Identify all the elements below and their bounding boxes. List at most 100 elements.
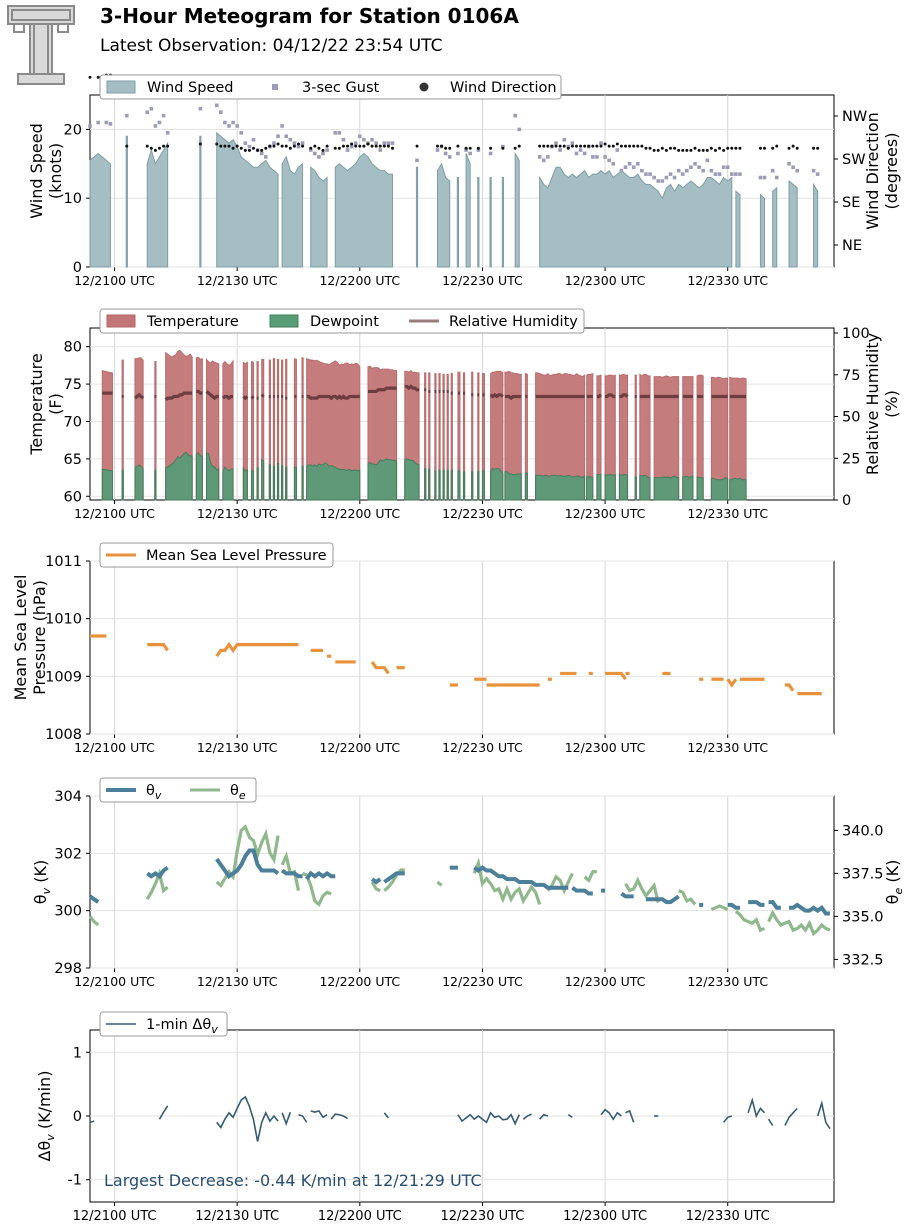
gust-marker xyxy=(656,179,661,183)
delta-theta-v-line xyxy=(310,1109,328,1119)
gust-marker xyxy=(685,168,689,173)
wind-speed-area xyxy=(465,153,471,268)
rh-tick-label: 0 xyxy=(842,493,851,509)
mslp-legend-box xyxy=(99,542,334,568)
wind-direction-marker xyxy=(313,144,317,148)
dewpoint-area xyxy=(165,451,193,501)
dewpoint-area xyxy=(134,464,144,501)
gust-marker xyxy=(693,162,697,166)
thermo-legend-patch xyxy=(106,314,136,328)
dewpoint-area xyxy=(250,470,255,501)
gust-marker xyxy=(513,113,517,118)
theta-panel-y-tick-label: 298 xyxy=(54,961,82,977)
gust-marker xyxy=(382,141,387,145)
gust-marker xyxy=(562,137,566,142)
wind-direction-marker xyxy=(701,148,705,152)
wind-direction-marker xyxy=(579,144,583,148)
gust-marker xyxy=(374,141,378,145)
gust-marker xyxy=(734,172,738,176)
dewpoint-area xyxy=(428,468,431,501)
theta-v-line xyxy=(146,866,169,880)
theta-panel-x-tick-label: 12/2300 UTC xyxy=(565,974,646,989)
wind-direction-marker xyxy=(252,146,256,150)
wind-direction-marker xyxy=(215,142,219,146)
wind-direction-marker xyxy=(648,146,652,150)
wind-direction-marker xyxy=(562,144,566,148)
wind-direction-marker xyxy=(513,146,517,150)
gust-marker xyxy=(223,120,227,125)
mslp-panel-y-tick-label: 1008 xyxy=(45,727,82,743)
wind-direction-marker xyxy=(607,144,611,148)
thermo-panel-y-tick-label: 80 xyxy=(64,340,82,356)
gust-marker xyxy=(292,141,297,145)
mslp-line xyxy=(147,643,169,652)
wind-direction-marker xyxy=(583,144,587,148)
wind-direction-marker xyxy=(149,146,153,150)
gust-marker xyxy=(251,137,256,142)
wind-direction-marker xyxy=(292,144,296,148)
gust-marker xyxy=(603,155,607,159)
gust-marker xyxy=(721,165,726,170)
wind-direction-marker xyxy=(296,142,300,146)
theta-e-line xyxy=(145,868,169,901)
dewpoint-area xyxy=(442,469,445,501)
wind-direction-marker xyxy=(611,144,615,148)
dewpoint-area xyxy=(604,473,616,501)
wind-direction-marker xyxy=(337,146,341,150)
theta-v-axis-label: θv (K) xyxy=(31,860,53,904)
wind-direction-marker xyxy=(550,144,554,148)
dtheta-legend: 1-min Δθv xyxy=(99,1011,228,1037)
largest-decrease-annotation: Largest Decrease: -0.44 K/min at 12/21:2… xyxy=(104,1171,482,1190)
wind-direction-marker xyxy=(166,144,170,148)
wind-direction-marker xyxy=(247,148,251,152)
gust-marker xyxy=(214,103,219,108)
thermo-panel-x-tick-label: 12/2330 UTC xyxy=(687,506,768,521)
mslp-panel-x-tick-label: 12/2100 UTC xyxy=(74,740,155,755)
wind-direction-marker xyxy=(787,146,791,150)
gust-marker xyxy=(317,155,321,159)
thermo-legend: Temperature Dewpoint Relative Humidity xyxy=(99,308,585,334)
wind-direction-marker xyxy=(713,148,717,152)
dewpoint-area xyxy=(276,462,280,501)
gust-marker xyxy=(345,148,350,152)
wind-speed-area xyxy=(216,131,279,268)
mslp-panel-frame xyxy=(89,560,835,735)
wind-speed-area xyxy=(772,186,778,268)
dtheta-panel-x-tick-label: 12/2300 UTC xyxy=(563,1209,647,1224)
wind-speed-area xyxy=(456,177,460,268)
wind-direction-marker xyxy=(689,148,693,152)
dewpoint-area xyxy=(462,471,466,501)
relative-humidity-line xyxy=(404,384,420,392)
wind-speed-axis-label: Wind Speed(knots) xyxy=(27,123,65,218)
wind-dir-tick-label: SW xyxy=(842,152,866,168)
gust-marker xyxy=(676,168,681,173)
mslp-line xyxy=(605,671,627,681)
wind-direction-marker xyxy=(239,146,243,150)
wind-speed-area xyxy=(514,151,520,268)
gust-marker xyxy=(701,168,705,173)
dewpoint-area xyxy=(618,473,629,501)
dewpoint-area xyxy=(457,470,461,501)
gust-marker xyxy=(443,151,448,156)
dewpoint-area xyxy=(481,470,485,501)
wind-direction-marker xyxy=(219,144,223,148)
theta-e-line xyxy=(624,876,660,904)
wind-direction-marker xyxy=(362,144,366,148)
thermo-panel-y-tick-label: 65 xyxy=(64,452,82,468)
wind-direction-marker xyxy=(636,144,640,148)
wind-direction-marker xyxy=(668,146,672,150)
wind-direction-marker xyxy=(489,146,493,150)
relative-humidity-line xyxy=(489,392,504,399)
gust-marker xyxy=(349,144,354,149)
temperature-area xyxy=(682,376,694,501)
gust-marker xyxy=(730,172,734,176)
wind-direction-marker xyxy=(96,75,100,79)
theta-v-line xyxy=(645,894,680,905)
dewpoint-area xyxy=(424,468,427,501)
dewpoint-area xyxy=(586,476,594,501)
gust-marker xyxy=(157,120,162,125)
thermo-panel-x-tick-label: 12/2230 UTC xyxy=(442,506,523,521)
wind-speed-area xyxy=(759,193,766,268)
mslp-panel-x-tick-label: 12/2200 UTC xyxy=(319,740,400,755)
wind-direction-marker xyxy=(554,144,558,148)
